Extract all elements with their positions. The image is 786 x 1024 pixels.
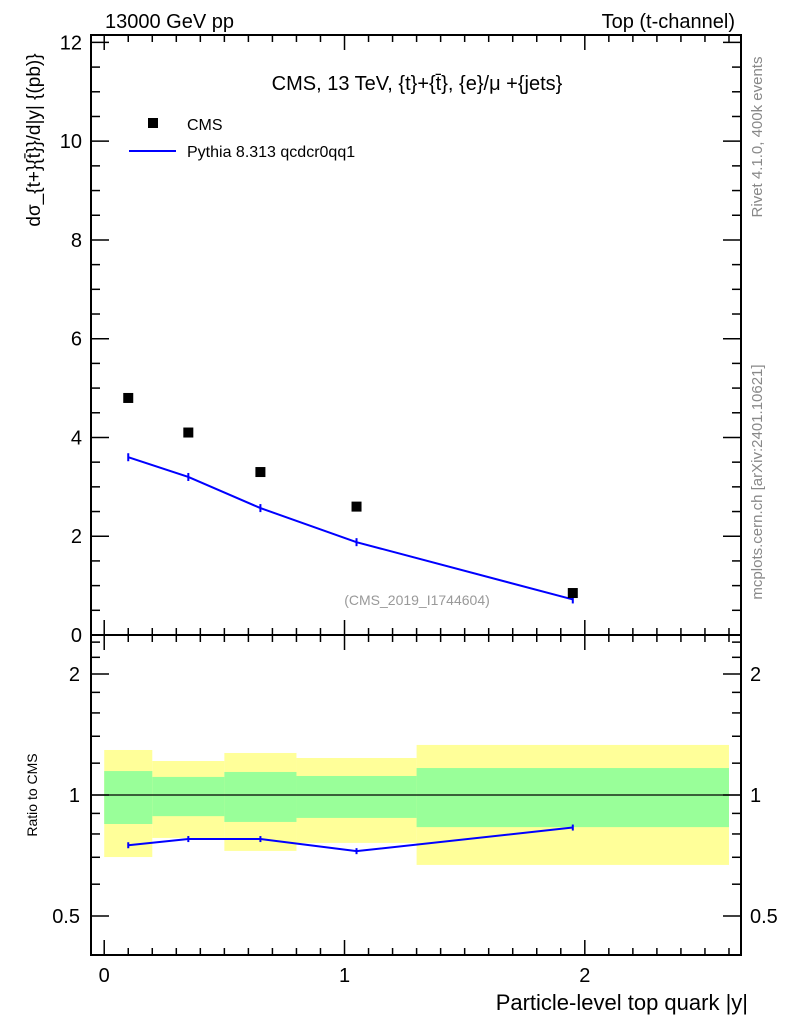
ratio-inner-band: [416, 768, 729, 828]
y-tick-label: 10: [60, 131, 82, 153]
cms-data-point: [183, 427, 194, 438]
ratio-y-tick-label-right: 2: [750, 664, 761, 686]
y-tick-label: 2: [71, 526, 82, 548]
legend-pythia-label: Pythia 8.313 qcdcr0qq1: [187, 144, 355, 161]
cms-data-point: [255, 467, 266, 478]
ratio-bands: [91, 744, 741, 865]
y-axis-label: dσ_{t+}{t̄}}/d|y| {(pb)}: [24, 53, 45, 226]
ratio-y-axis-label: Ratio to CMS: [24, 753, 40, 836]
ratio-y-tick-label-left: 0.5: [52, 906, 80, 928]
axis-ticks: [91, 35, 741, 956]
ratio-y-tick-label-left: 1: [69, 785, 80, 807]
ratio-y-tick-label-left: 2: [69, 664, 80, 686]
y-tick-label: 12: [60, 32, 82, 54]
x-tick-label: 0: [99, 965, 110, 987]
ratio-y-tick-label-right: 1: [750, 785, 761, 807]
legend-cms-marker: [148, 118, 158, 128]
ratio-inner-band: [296, 775, 417, 818]
ratio-inner-band: [224, 771, 297, 822]
y-tick-label: 4: [71, 427, 82, 449]
legend-cms-label: CMS: [187, 117, 223, 134]
header-right: Top (t-channel): [602, 11, 735, 33]
ratio-y-tick-label-right: 0.5: [750, 906, 778, 928]
plot-title: CMS, 13 TeV, {t}+{t̄}, {e}/μ +{jets}: [272, 73, 563, 95]
data-marks: [123, 392, 578, 855]
cms-data-point: [567, 588, 578, 599]
y-tick-label: 8: [71, 230, 82, 252]
cms-data-point: [123, 392, 134, 403]
cms-data-point: [351, 501, 362, 512]
mcplots-label: mcplots.cern.ch [arXiv:2401.10621]: [749, 364, 766, 599]
x-axis-label: Particle-level top quark |y|: [496, 990, 748, 1015]
analysis-watermark: (CMS_2019_I1744604): [344, 592, 490, 608]
rivet-label: Rivet 4.1.0, 400k events: [749, 57, 766, 218]
y-tick-label: 0: [71, 625, 82, 647]
x-tick-label: 2: [579, 965, 590, 987]
pythia-line: [127, 456, 574, 601]
header-left: 13000 GeV pp: [105, 11, 234, 33]
ratio-frame: [90, 634, 742, 956]
x-tick-label: 1: [339, 965, 350, 987]
ratio-inner-band: [152, 776, 225, 817]
y-tick-label: 6: [71, 329, 82, 351]
ratio-inner-band: [104, 771, 153, 824]
